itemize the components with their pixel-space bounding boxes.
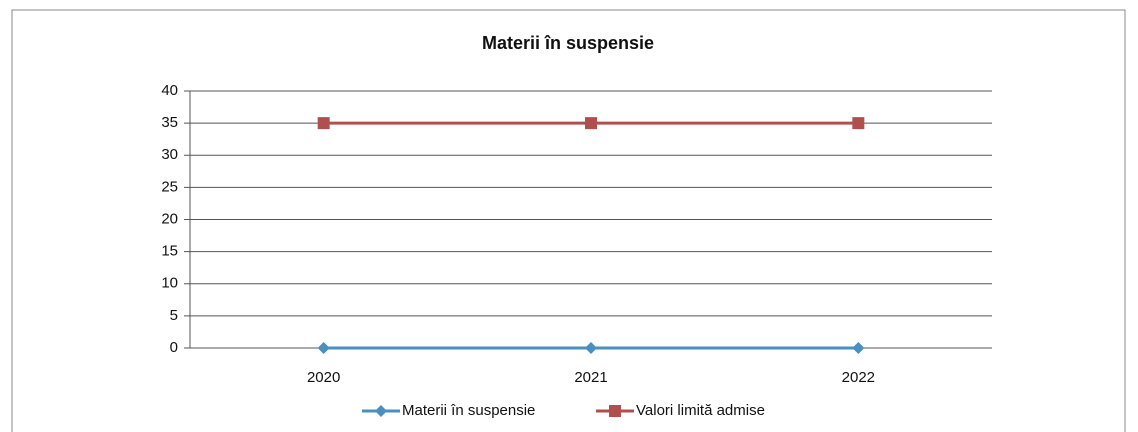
marker — [317, 342, 330, 354]
y-tick-label: 15 — [161, 243, 178, 260]
marker — [609, 405, 621, 417]
x-tick-label: 2021 — [574, 369, 607, 386]
y-tick-label: 40 — [161, 82, 178, 99]
marker — [585, 342, 597, 354]
y-tick-label: 0 — [170, 339, 178, 356]
chart-title: Materii în suspensie — [482, 33, 654, 53]
marker — [852, 342, 865, 354]
chart-frame — [11, 9, 1126, 432]
legend-label: Valori limită admise — [636, 402, 765, 419]
marker — [317, 117, 330, 130]
y-tick-label: 25 — [161, 178, 178, 195]
marker — [852, 117, 865, 130]
marker — [375, 405, 387, 417]
y-tick-label: 35 — [161, 114, 178, 131]
x-tick-label: 2022 — [842, 369, 875, 386]
y-tick-label: 10 — [161, 275, 178, 292]
legend-label: Materii în suspensie — [402, 402, 535, 419]
y-tick-label: 20 — [161, 210, 178, 227]
marker — [585, 117, 597, 130]
y-tick-label: 30 — [161, 146, 178, 163]
x-tick-label: 2020 — [307, 369, 340, 386]
y-tick-label: 5 — [170, 307, 178, 324]
